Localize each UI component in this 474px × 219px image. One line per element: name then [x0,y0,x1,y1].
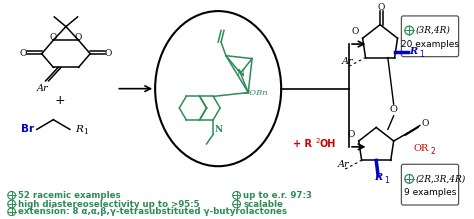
Text: (2R,3R,4R): (2R,3R,4R) [416,174,466,183]
Text: R: R [374,173,383,182]
Text: Ar: Ar [37,84,48,93]
Text: high diastereoselectivity up to >95:5: high diastereoselectivity up to >95:5 [18,200,200,208]
Text: 2: 2 [315,138,319,144]
Text: O: O [377,3,385,12]
Text: O: O [105,49,112,58]
Text: O: O [390,106,398,115]
Text: N: N [215,125,223,134]
Text: Br: Br [20,124,34,134]
Text: R: R [409,47,417,56]
Text: O: O [50,33,57,42]
Text: R: R [76,125,83,134]
Text: O: O [347,130,355,139]
Text: N: N [237,69,245,78]
Text: OH: OH [320,139,337,149]
Text: + R: + R [293,139,312,149]
Text: O: O [422,119,429,128]
FancyBboxPatch shape [401,164,459,205]
Text: extension: 8 α,α,β,γ-tetrasubstituted γ-butyrolactones: extension: 8 α,α,β,γ-tetrasubstituted γ-… [18,207,287,216]
Text: 52 racemic examples: 52 racemic examples [18,191,121,200]
Text: 'OBn: 'OBn [247,88,268,97]
Text: O: O [19,49,27,58]
Text: 20 examples: 20 examples [401,40,459,49]
Text: Ar: Ar [341,57,353,66]
Text: O: O [75,33,82,42]
Text: Ar: Ar [337,160,349,169]
Text: O: O [351,27,359,36]
Text: +: + [55,94,65,107]
Text: 1: 1 [419,50,424,59]
Text: OR: OR [413,144,428,153]
Text: 1: 1 [83,128,88,136]
Text: 9 examples: 9 examples [404,188,456,197]
FancyBboxPatch shape [401,16,459,57]
Text: scalable: scalable [243,200,283,208]
Text: 2: 2 [430,147,435,156]
Text: 1: 1 [384,176,389,185]
Text: (3R,4R): (3R,4R) [416,26,451,35]
Text: up to e.r. 97:3: up to e.r. 97:3 [243,191,312,200]
